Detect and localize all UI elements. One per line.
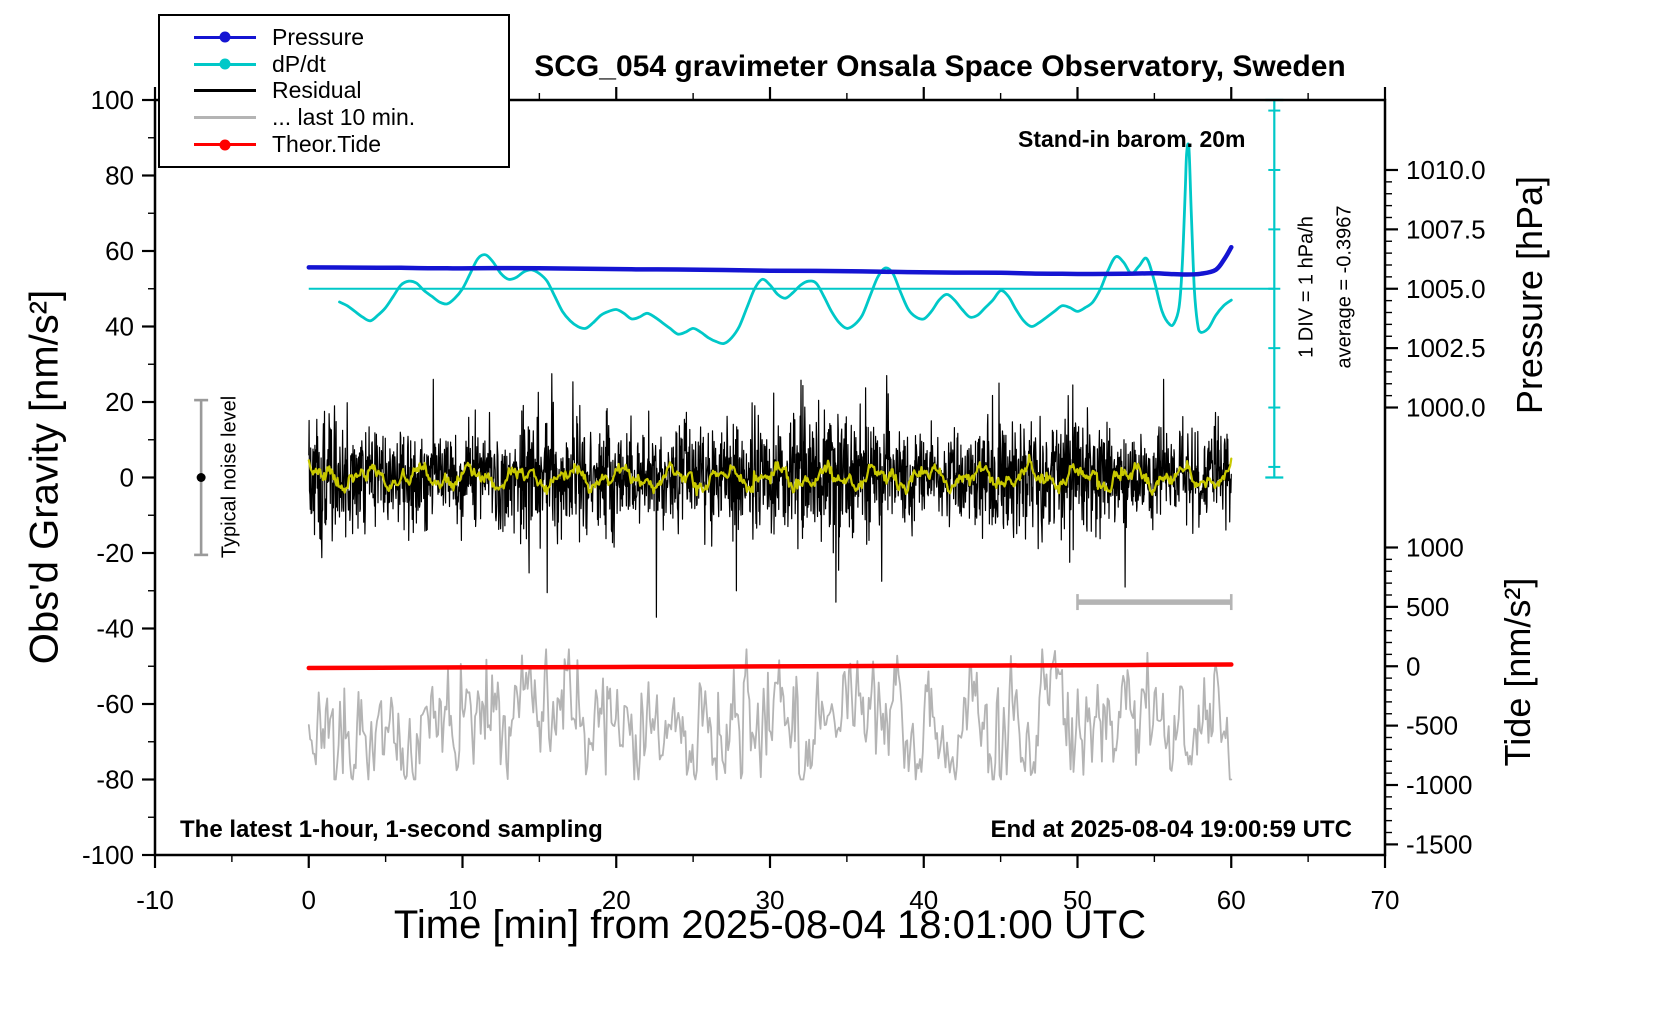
x-axis-label: Time [min] from 2025-08-04 18:01:00 UTC <box>393 903 1147 947</box>
tick-label: 60 <box>1217 885 1246 915</box>
tick-label: 1007.5 <box>1406 214 1486 244</box>
residual-line-swatch <box>194 89 256 93</box>
noise-level-label: Typical noise level <box>218 395 241 559</box>
axes-layer: -10 0 10 20 30 40 50 60 70-100-80-60-40-20020406… <box>82 85 1486 915</box>
tick-label: 10 <box>448 885 477 915</box>
average-label: average = -0.3967 <box>1333 205 1356 369</box>
tick-label: -10 <box>136 885 174 915</box>
series-layer <box>306 142 1234 781</box>
dpdt-line-swatch <box>194 58 256 70</box>
legend-item-tide: Theor.Tide <box>160 131 508 158</box>
tick-label: -80 <box>96 765 134 795</box>
tick-label: 1000 <box>1406 532 1464 562</box>
tick-label: -20 <box>96 538 134 568</box>
pressure-marker-icon <box>219 31 231 43</box>
tick-label: 500 <box>1406 592 1449 622</box>
tick-label: -60 <box>96 689 134 719</box>
tick-label: -1500 <box>1406 829 1473 859</box>
tick-label: 1010.0 <box>1406 155 1486 185</box>
tick-label: 40 <box>105 312 134 342</box>
sampling-note: The latest 1-hour, 1-second sampling <box>180 816 603 843</box>
tick-label: 40 <box>909 885 938 915</box>
tick-label: 1000.0 <box>1406 393 1486 423</box>
tick-label: -500 <box>1406 711 1458 741</box>
legend: Pressure dP/dt Residual ... last 10 min.… <box>158 14 510 168</box>
tick-label: 0 <box>302 885 316 915</box>
standin-barometer-note: Stand-in barom. 20m <box>1018 126 1246 152</box>
legend-item-pressure: Pressure <box>160 23 508 50</box>
pressure-line-swatch <box>194 31 256 43</box>
tick-label: 20 <box>602 885 631 915</box>
tick-label: 60 <box>105 236 134 266</box>
tick-label: 80 <box>105 161 134 191</box>
legend-label: ... last 10 min. <box>272 104 416 131</box>
series-last10 <box>307 648 1233 781</box>
tick-label: 0 <box>120 463 134 493</box>
legend-item-dpdt: dP/dt <box>160 50 508 77</box>
tick-label: -1000 <box>1406 770 1473 800</box>
gravity-axis-label: Obs'd Gravity [nm/s²] <box>22 289 67 665</box>
tick-label: 70 <box>1371 885 1400 915</box>
tick-label: 1005.0 <box>1406 274 1486 304</box>
legend-label: Theor.Tide <box>272 131 382 158</box>
tick-label: 100 <box>91 85 134 115</box>
legend-label: Residual <box>272 77 362 104</box>
legend-label: Pressure <box>272 23 365 50</box>
tide-line-swatch <box>194 139 256 151</box>
tide-axis-label: Tide [nm/s²] <box>1497 577 1538 767</box>
noise-level-dot <box>196 473 206 482</box>
tick-label: 50 <box>1063 885 1092 915</box>
series-dpdt <box>338 142 1233 346</box>
tick-label: -100 <box>82 840 134 870</box>
series-residual <box>308 373 1232 618</box>
tick-label: 1002.5 <box>1406 333 1486 363</box>
last10-line-swatch <box>194 116 256 120</box>
series-pressure <box>306 244 1234 277</box>
tick-label: 20 <box>105 387 134 417</box>
pressure-axis-label: Pressure [hPa] <box>1509 175 1550 415</box>
dpdt-marker-icon <box>219 58 231 70</box>
series-residual_smooth <box>307 453 1233 497</box>
page-title: SCG_054 gravimeter Onsala Space Observat… <box>534 50 1346 83</box>
div-scale-label: 1 DIV = 1 hPa/h <box>1295 216 1318 358</box>
end-time-note: End at 2025-08-04 19:00:59 UTC <box>990 816 1353 843</box>
tick-label: 0 <box>1406 651 1420 681</box>
series-tide <box>306 662 1234 671</box>
tick-label: -40 <box>96 614 134 644</box>
tick-label: 30 <box>756 885 785 915</box>
reference-lines <box>194 98 1284 611</box>
legend-label: dP/dt <box>272 50 326 77</box>
legend-item-residual: Residual <box>160 77 508 104</box>
legend-item-last10: ... last 10 min. <box>160 104 508 131</box>
tide-marker-icon <box>219 139 231 151</box>
